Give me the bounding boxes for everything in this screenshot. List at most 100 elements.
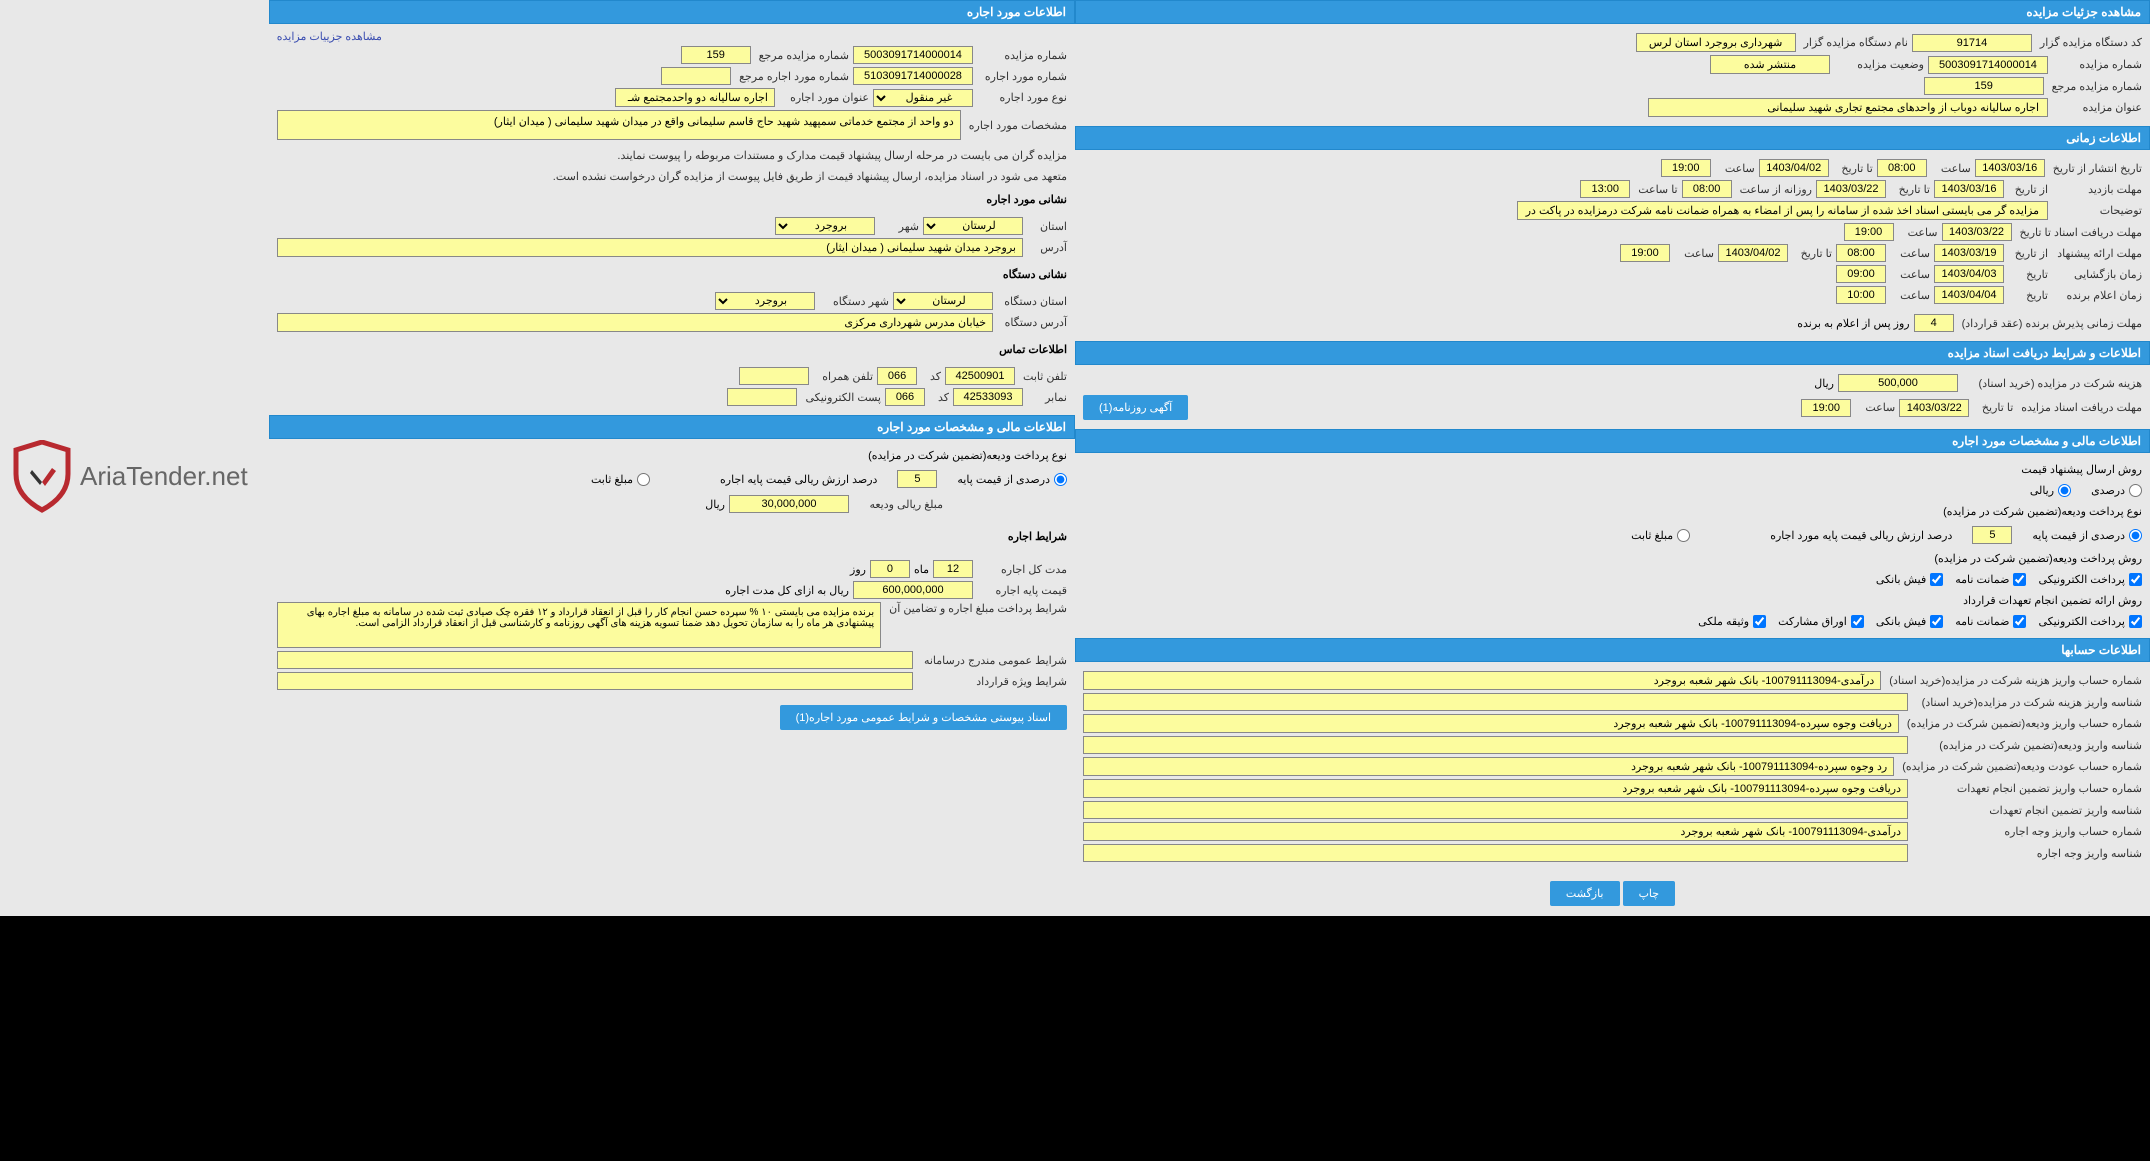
- opt-fixed[interactable]: مبلغ ثابت: [1631, 529, 1690, 542]
- rental-item-no: 5103091714000028: [853, 67, 973, 85]
- phone-value: 42500901: [945, 367, 1015, 385]
- section-rental-info: اطلاعات مورد اجاره: [269, 0, 1075, 24]
- section-time-info: اطلاعات زمانی: [1075, 126, 2150, 150]
- chk-shares[interactable]: اوراق مشارکت: [1778, 615, 1864, 628]
- print-button[interactable]: چاپ: [1623, 881, 1676, 906]
- account-2: [1083, 693, 1908, 711]
- opening-time: 09:00: [1836, 265, 1886, 283]
- publish-to-time: 19:00: [1661, 159, 1711, 177]
- org-province-select[interactable]: لرستان: [893, 292, 993, 310]
- deposit-type2-label: نوع پرداخت ودیعه(تضمین شرکت در مزایده): [277, 445, 1067, 466]
- method-label: روش ارسال پیشنهاد قیمت: [1083, 459, 2142, 480]
- opening-date: 1403/04/03: [1934, 265, 2004, 283]
- logo-watermark: AriaTender.net: [10, 440, 248, 514]
- winner-date: 1403/04/04: [1934, 286, 2004, 304]
- opt-rial[interactable]: ریالی: [2030, 484, 2071, 497]
- account-6: دریافت وجوه سپرده-100791113094- بانک شهر…: [1083, 779, 1908, 798]
- account-4: [1083, 736, 1908, 754]
- base-price: 600,000,000: [853, 581, 973, 599]
- proposal-from-time: 08:00: [1836, 244, 1886, 262]
- publish-from-date: 1403/03/16: [1975, 159, 2045, 177]
- conditions-header: شرایط اجاره: [269, 522, 1075, 551]
- visit-from-date: 1403/03/16: [1934, 180, 2004, 198]
- publish-to-date: 1403/04/02: [1759, 159, 1829, 177]
- city-select[interactable]: بروجرد: [775, 217, 875, 235]
- addr-section-label: نشانی مورد اجاره: [277, 185, 1067, 214]
- chk-guarantee2[interactable]: ضمانت نامه: [1955, 615, 2026, 628]
- accept-label: مهلت زمانی پذیرش برنده (عقد قرارداد): [1958, 317, 2142, 330]
- back-button[interactable]: بازگشت: [1550, 881, 1620, 906]
- section-auction-details: مشاهده جزئیات مزایده: [1075, 0, 2150, 24]
- auction-status-label: وضعیت مزایده: [1834, 58, 1924, 71]
- proposal-from-date: 1403/03/19: [1934, 244, 2004, 262]
- months-value: 12: [933, 560, 973, 578]
- org-addr-section-label: نشانی دستگاه: [277, 260, 1067, 289]
- rental-specs: دو واحد از مجتمع خدماتی سمپهید شهید حاج …: [277, 110, 961, 140]
- account-3: دریافت وجوه سپرده-100791113094- بانک شهر…: [1083, 714, 1899, 733]
- days-value: 0: [870, 560, 910, 578]
- opt-percent[interactable]: درصدی: [2091, 484, 2142, 497]
- deposit-percent-value: 5: [1972, 526, 2012, 544]
- shield-icon: [10, 440, 74, 514]
- docs-button[interactable]: اسناد پیوستی مشخصات و شرایط عمومی مورد ا…: [780, 705, 1067, 730]
- opening-label: زمان بازگشایی: [2052, 268, 2142, 281]
- fee-value: 500,000: [1838, 374, 1958, 392]
- visit-label: مهلت بازدید: [2052, 183, 2142, 196]
- accept-suffix: روز پس از اعلام به برنده: [1797, 317, 1909, 330]
- phone-code: 066: [877, 367, 917, 385]
- chk-guarantee[interactable]: ضمانت نامه: [1955, 573, 2026, 586]
- section-financial2: اطلاعات مالی و مشخصات مورد اجاره: [269, 415, 1075, 439]
- rental-item-ref: [661, 67, 731, 85]
- chk-property[interactable]: وثیقه ملکی: [1698, 615, 1766, 628]
- doc-deadline-time: 19:00: [1844, 223, 1894, 241]
- section-doc-conditions: اطلاعات و شرایط دریافت اسناد مزایده: [1075, 341, 2150, 365]
- percent2-value: 5: [897, 470, 937, 488]
- doc-deadline2-date: 1403/03/22: [1899, 399, 1969, 417]
- visit-daily-from: 08:00: [1682, 180, 1732, 198]
- chk-electronic2[interactable]: پرداخت الکترونیکی: [2038, 615, 2142, 628]
- pay-method-label: روش پرداخت ودیعه(تضمین شرکت در مزایده): [1083, 548, 2142, 569]
- opt-deposit-percent[interactable]: درصدی از قیمت پایه: [2032, 529, 2142, 542]
- time-label: ساعت: [1931, 162, 1971, 175]
- publish-from-label: تاریخ انتشار از تاریخ: [2049, 162, 2142, 175]
- proposal-to-time: 19:00: [1620, 244, 1670, 262]
- chk-bank[interactable]: فیش بانکی: [1876, 573, 1943, 586]
- rental-ref: 159: [681, 46, 751, 64]
- newspaper-button[interactable]: آگهی روزنامه(1): [1083, 395, 1188, 420]
- rental-note2: متعهد می شود در اسناد مزایده، ارسال پیشن…: [277, 168, 1067, 185]
- doc-deadline2-time: 19:00: [1801, 399, 1851, 417]
- opt-fixed2[interactable]: مبلغ ثابت: [591, 473, 650, 486]
- auction-number-value: 5003091714000014: [1928, 56, 2048, 74]
- doc-deadline-label: مهلت دریافت اسناد تا تاریخ: [2016, 226, 2142, 239]
- opt-percent2[interactable]: درصدی از قیمت پایه: [957, 473, 1067, 486]
- proposal-to-date: 1403/04/02: [1718, 244, 1788, 262]
- publish-to-label: تا تاریخ: [1833, 162, 1873, 175]
- auction-ref-label: شماره مزایده مرجع: [2048, 80, 2142, 93]
- winner-label: زمان اعلام برنده: [2052, 289, 2142, 302]
- chk-bank2[interactable]: فیش بانکی: [1876, 615, 1943, 628]
- auction-title-label: عنوان مزایده: [2052, 101, 2142, 114]
- account-1: درآمدی-100791113094- بانک شهر شعبه بروجر…: [1083, 671, 1881, 690]
- account-8: درآمدی-100791113094- بانک شهر شعبه بروجر…: [1083, 822, 1908, 841]
- fee-label: هزینه شرکت در مزایده (خرید اسناد): [1962, 377, 2142, 390]
- proposal-label: مهلت ارائه پیشنهاد: [2052, 247, 2142, 260]
- general-cond: [277, 651, 913, 669]
- visit-to-date: 1403/03/22: [1816, 180, 1886, 198]
- chk-electronic[interactable]: پرداخت الکترونیکی: [2038, 573, 2142, 586]
- auction-title-value: اجاره سالیانه دوباب از واحدهای مجتمع تجا…: [1648, 98, 2048, 117]
- view-details-link[interactable]: مشاهده جزییات مزایده: [277, 31, 382, 43]
- pay-cond-value: برنده مزایده می بایستی ۱۰ % سپرده حسن ان…: [277, 602, 881, 648]
- rental-type-select[interactable]: غیر منقول: [873, 89, 973, 107]
- winner-time: 10:00: [1836, 286, 1886, 304]
- deposit-percent-suffix: درصد ارزش ریالی قیمت پایه مورد اجاره: [1770, 529, 1952, 542]
- rental-number: 5003091714000014: [853, 46, 973, 64]
- notes-value: مزایده گر می بایستی اسناد اخذ شده از سام…: [1517, 201, 2048, 220]
- deposit-type-label: نوع پرداخت ودیعه(تضمین شرکت در مزایده): [1083, 501, 2142, 522]
- fee-unit: ریال: [1814, 377, 1834, 390]
- org-name-value: شهرداری بروجرد استان لرس: [1636, 33, 1796, 52]
- province-select[interactable]: لرستان: [923, 217, 1023, 235]
- org-code-value: 91714: [1912, 34, 2032, 52]
- org-city-select[interactable]: بروجرد: [715, 292, 815, 310]
- fax-code: 066: [885, 388, 925, 406]
- account-7: [1083, 801, 1908, 819]
